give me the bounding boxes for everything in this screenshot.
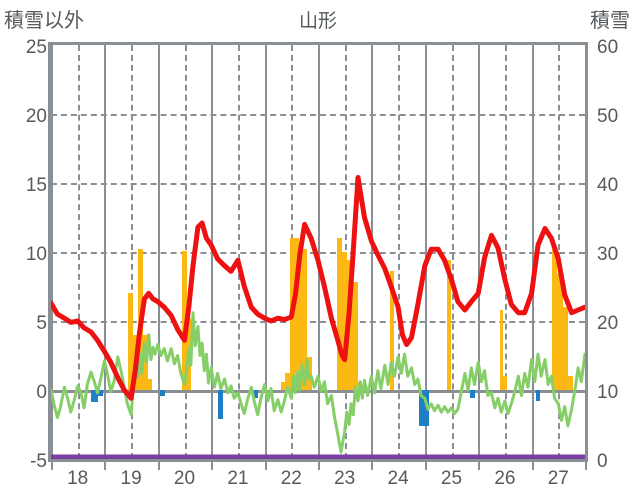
left-axis-title: 積雪以外 [4,10,84,32]
rain-bar [336,238,343,390]
y-axis-left-tick-label: 10 [25,244,47,265]
x-axis-tick-mark [157,462,160,470]
y-axis-left-tick-label: 20 [25,106,47,127]
snow-bar [91,390,98,403]
x-axis-tick-label: 23 [334,468,356,489]
x-axis-tick-mark [478,462,481,470]
rain-bar [342,252,348,390]
rain-bar [181,250,187,390]
day-boundary-line [424,45,427,459]
y-axis-right-tick-label: 20 [597,313,619,334]
rain-bar [567,376,573,390]
x-axis-tick-label: 25 [440,468,463,489]
rain-bar [562,307,568,390]
y-axis-left-tick-label: 15 [25,175,47,196]
midday-line [237,45,240,459]
rain-bar [285,373,291,390]
series-layer [51,175,585,459]
plot-inner [51,45,585,459]
x-axis-tick-mark [318,462,320,470]
midday-line [504,45,507,459]
x-axis-tick-mark [51,462,53,470]
y-axis-left-tick-label: -5 [30,451,47,472]
x-axis-tick-mark [211,462,214,470]
midday-line [451,45,454,459]
rain-bar [290,238,299,390]
rain-bar [352,282,358,390]
rain-bar [298,249,308,390]
right-axis-title: 積雪 [590,10,630,32]
snow-bar [253,390,258,399]
rain-bar [557,274,563,390]
snow-bar [160,390,166,396]
x-axis-tick-label: 26 [494,468,516,489]
midday-line [131,45,134,459]
snow-bar [97,390,103,396]
day-boundary-line [371,45,374,459]
x-axis-tick-label: 20 [173,468,196,489]
x-axis-tick-mark [371,462,374,470]
y-axis-left-tick-label: 0 [36,382,47,403]
x-axis-tick-mark [585,462,587,470]
y-axis-right-tick-label: 0 [597,451,608,472]
y-axis-right-tick-label: 40 [597,175,619,196]
y-axis-left-tick-label: 5 [36,313,47,334]
green-series-line [51,311,585,454]
x-axis-tick-label: 21 [227,468,249,489]
red-series-line [51,175,585,401]
day-boundary-line [104,45,107,459]
rain-bar [128,293,134,390]
rain-bar [499,309,504,390]
y-axis-right-tick-label: 30 [597,244,619,265]
x-axis-tick-label: 18 [67,468,89,489]
x-axis-tick-label: 27 [547,468,569,489]
x-axis-tick-mark [424,462,427,470]
midday-line [398,45,401,459]
y-axis-right-tick-label: 50 [597,106,619,127]
y-axis-right-tick-label: 60 [597,37,619,58]
snow-bar [535,390,540,402]
midday-line [77,45,80,459]
day-boundary-line [318,45,320,459]
x-axis-tick-mark [264,462,267,470]
x-axis-tick-label: 24 [387,468,409,489]
rain-bar [390,271,394,390]
plot-area: 25 60 20 50 15 40 10 30 5 20 0 10 -5 0 [26,37,618,472]
day-boundary-line [51,45,53,459]
rain-bar [280,381,286,390]
y-axis-right-tick-label: 10 [597,382,619,403]
x-axis-tick-label: 22 [280,468,302,489]
x-axis-tick-mark [531,462,534,470]
snow-bar [470,390,475,399]
page-title: 山形 [298,11,337,32]
rain-bar [551,249,558,390]
x-axis-tick-label: 19 [120,468,142,489]
y-axis-left-tick-label: 25 [25,37,47,58]
snow-bar [419,390,430,426]
rain-bar [447,260,451,390]
x-axis-tick-mark [104,462,107,470]
day-boundary-line [478,45,481,459]
day-boundary-line [264,45,267,459]
day-boundary-line [531,45,534,459]
day-boundary-line [157,45,160,459]
rain-bar [503,376,508,390]
snow-bar [217,390,224,419]
midday-line [558,45,561,459]
rain-bar [147,378,153,390]
